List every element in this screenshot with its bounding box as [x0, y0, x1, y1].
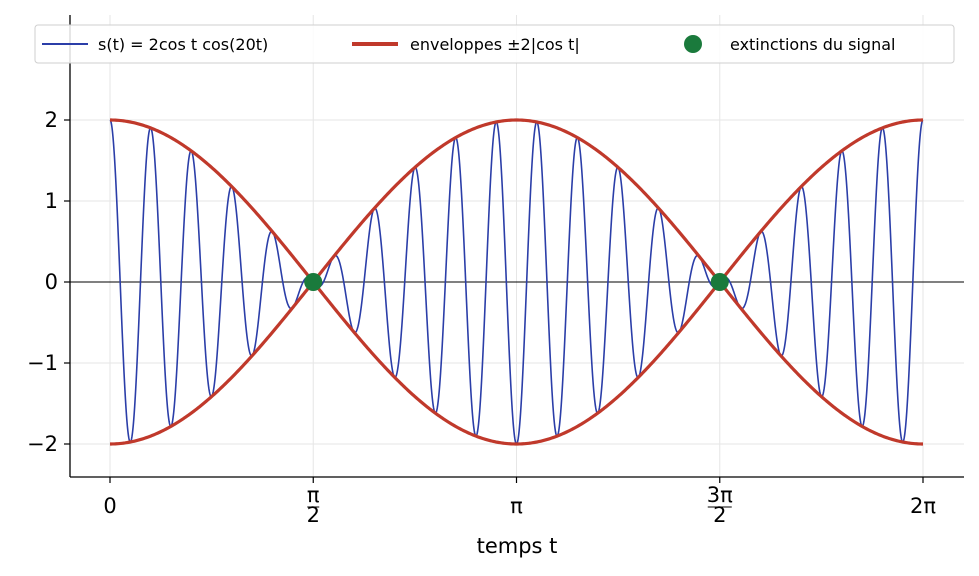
y-tick-label-4: 2	[45, 108, 58, 132]
extinction-point-1	[710, 273, 729, 291]
x-tick-label-0: 0	[103, 494, 116, 518]
y-ticks: −2 −1 0 1 2	[27, 108, 70, 456]
x-tick-label-3-numerator: 3π	[707, 483, 733, 507]
x-ticks: 0 π2 π 3π2 2π	[103, 477, 936, 527]
legend-swatch-extinctions	[684, 35, 702, 53]
x-tick-label-1-numerator: π	[307, 483, 320, 507]
series-envelope-lower	[109, 118, 924, 446]
legend-label-signal: s(t) = 2cos t cos(20t)	[98, 35, 268, 54]
y-tick-label-1: −1	[27, 351, 58, 375]
x-tick-label-1-denominator: 2	[307, 503, 320, 527]
x-tick-label-2: π	[510, 494, 523, 518]
y-tick-label-2: 0	[45, 270, 58, 294]
legend-label-envelope: enveloppes ±2|cos t|	[410, 35, 580, 54]
extinction-point-0	[304, 273, 323, 291]
series-group	[109, 118, 924, 446]
series-envelope-upper	[109, 118, 924, 446]
x-axis-title: temps t	[477, 534, 558, 558]
y-tick-label-0: −2	[27, 432, 58, 456]
legend-label-extinctions: extinctions du signal	[730, 35, 895, 54]
y-tick-label-3: 1	[45, 189, 58, 213]
x-tick-label-3-denominator: 2	[713, 503, 726, 527]
x-tick-label-4: 2π	[910, 494, 936, 518]
legend-box	[34, 24, 955, 64]
legend: s(t) = 2cos t cos(20t) enveloppes ±2|cos…	[34, 24, 955, 64]
